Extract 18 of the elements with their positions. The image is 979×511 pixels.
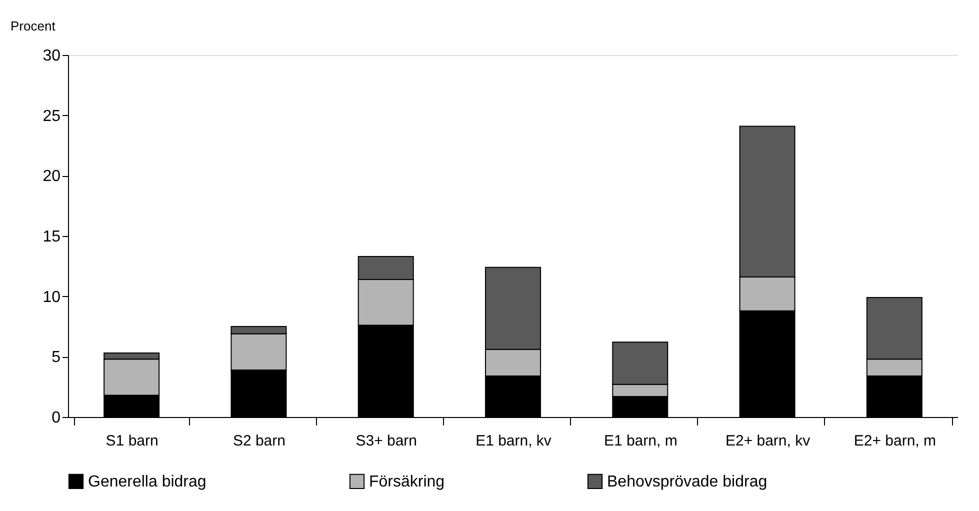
- legend-label: Generella bidrag: [88, 473, 206, 490]
- x-tick-label: E2+ barn, m: [854, 432, 936, 450]
- y-tick-label: 25: [42, 108, 61, 125]
- x-tick-label: S1 barn: [106, 432, 158, 450]
- legend-label: Försäkring: [369, 473, 445, 490]
- legend-label: Behovsprövade bidrag: [607, 473, 768, 490]
- x-tick-label: S2 barn: [232, 432, 286, 450]
- y-tick-label: 30: [42, 48, 61, 64]
- y-tick-label: 5: [52, 349, 61, 366]
- y-tick-label: 10: [42, 288, 61, 306]
- x-tick-label: E1 barn, m: [604, 432, 678, 450]
- y-tick-label: 0: [52, 410, 61, 426]
- x-tick-label: E1 barn, kv: [476, 432, 552, 450]
- y-axis-title: Procent: [10, 18, 56, 34]
- x-tick-label: S3+ barn: [356, 432, 418, 450]
- x-tick-label: E2+ barn, kv: [725, 432, 811, 450]
- y-tick-label: 15: [42, 228, 61, 246]
- y-tick-label: 20: [42, 168, 61, 186]
